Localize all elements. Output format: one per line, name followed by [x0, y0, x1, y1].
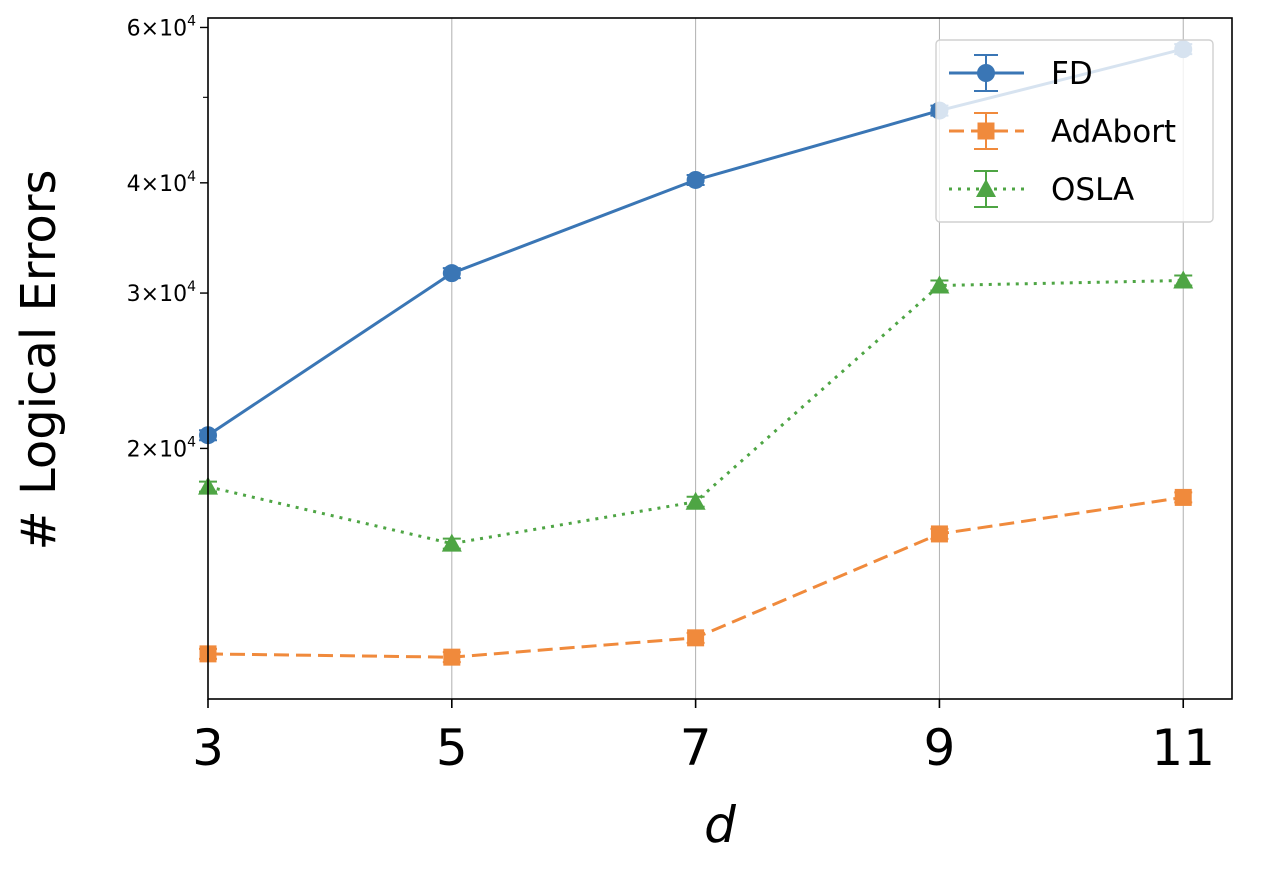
y-axis-title: # Logical Errors [11, 170, 67, 551]
data-point [442, 264, 461, 283]
legend-box [935, 39, 1214, 223]
legend: FD AdAbort OSLA [935, 39, 1214, 223]
data-point [687, 629, 705, 647]
x-tick-label: 7 [680, 719, 712, 777]
y-tick-exponent: 4 [187, 169, 196, 185]
y-tick-mantissa: 4 [127, 172, 141, 197]
legend-marker [977, 122, 995, 140]
y-tick-label: 4×104 [127, 169, 196, 197]
y-tick-base: 10 [159, 437, 187, 462]
plot-frame [207, 17, 1233, 700]
data-point [1173, 270, 1194, 289]
y-tick-times: × [141, 282, 159, 307]
y-tick-base: 10 [159, 172, 187, 197]
y-tick-times: × [141, 172, 159, 197]
y-tick-label: 2×104 [127, 434, 196, 462]
y-tick-label: 3×104 [127, 279, 196, 307]
x-tick-label: 9 [924, 719, 956, 777]
data-point [929, 275, 950, 294]
x-axis-title: d [704, 796, 736, 854]
x-tick-label: 11 [1151, 719, 1215, 777]
y-tick-times: × [141, 437, 159, 462]
legend-entry-adabort: AdAbort [949, 112, 1176, 150]
data-point [443, 648, 461, 666]
legend-entry-osla: OSLA [949, 170, 1134, 208]
series-adabort [199, 488, 1193, 666]
x-tick-label: 5 [436, 719, 468, 777]
y-tick-base: 10 [159, 282, 187, 307]
data-point [686, 170, 705, 189]
legend-entry-fd: FD [949, 54, 1093, 92]
data-point [1174, 488, 1192, 506]
legend-marker [976, 179, 996, 197]
y-tick-times: × [141, 16, 159, 41]
legend-marker [977, 64, 995, 82]
legend-label: OSLA [1051, 172, 1134, 208]
y-tick-mantissa: 6 [127, 16, 141, 41]
y-tick-mantissa: 2 [127, 437, 141, 462]
y-tick-label: 6×104 [127, 13, 196, 41]
data-point [441, 533, 462, 552]
y-tick-base: 10 [159, 16, 187, 41]
y-tick-exponent: 4 [187, 13, 196, 29]
y-tick-exponent: 4 [187, 279, 196, 295]
legend-label: AdAbort [1051, 114, 1176, 150]
x-tick-label: 3 [192, 719, 224, 777]
data-point [685, 491, 706, 510]
data-point [930, 525, 948, 543]
y-tick-exponent: 4 [187, 434, 196, 450]
legend-label: FD [1051, 56, 1093, 92]
y-tick-mantissa: 3 [127, 282, 141, 307]
